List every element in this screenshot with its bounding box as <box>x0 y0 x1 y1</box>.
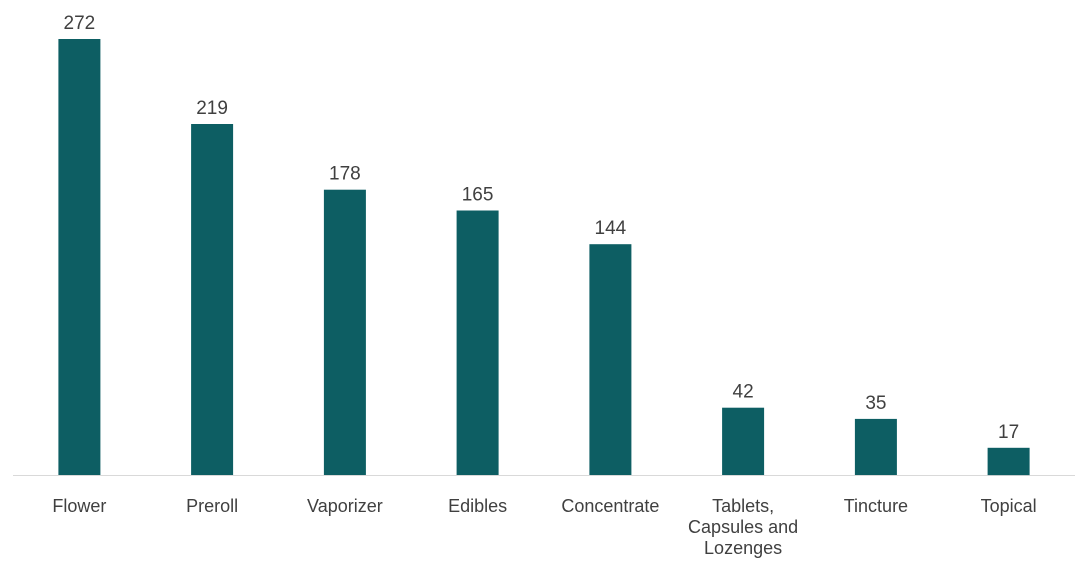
bar-tablets-capsules-and-lozenges <box>722 407 765 475</box>
data-label: 178 <box>329 164 361 185</box>
x-tick-label: Flower <box>52 496 106 516</box>
data-label: 219 <box>196 98 228 119</box>
x-tick-label: Topical <box>981 496 1037 516</box>
x-tick-label: Concentrate <box>561 496 659 516</box>
x-tick-label: Tincture <box>844 496 908 516</box>
bar-concentrate <box>589 244 632 475</box>
data-label: 144 <box>595 218 627 239</box>
data-label: 42 <box>733 382 754 403</box>
bar-vaporizer <box>323 189 366 475</box>
data-label: 165 <box>462 185 494 206</box>
x-tick-label: Edibles <box>448 496 507 516</box>
x-tick-label: Tablets, Capsules and Lozenges <box>688 496 798 558</box>
bar-topical <box>987 447 1030 476</box>
bar-preroll <box>191 124 234 475</box>
bar-edibles <box>456 210 499 475</box>
x-tick-label: Preroll <box>186 496 238 516</box>
data-label: 35 <box>865 393 886 414</box>
x-tick-label: Vaporizer <box>307 496 383 516</box>
bar-tincture <box>854 418 897 475</box>
data-label: 272 <box>64 13 96 34</box>
data-label: 17 <box>998 422 1019 443</box>
bar-flower <box>58 39 101 475</box>
